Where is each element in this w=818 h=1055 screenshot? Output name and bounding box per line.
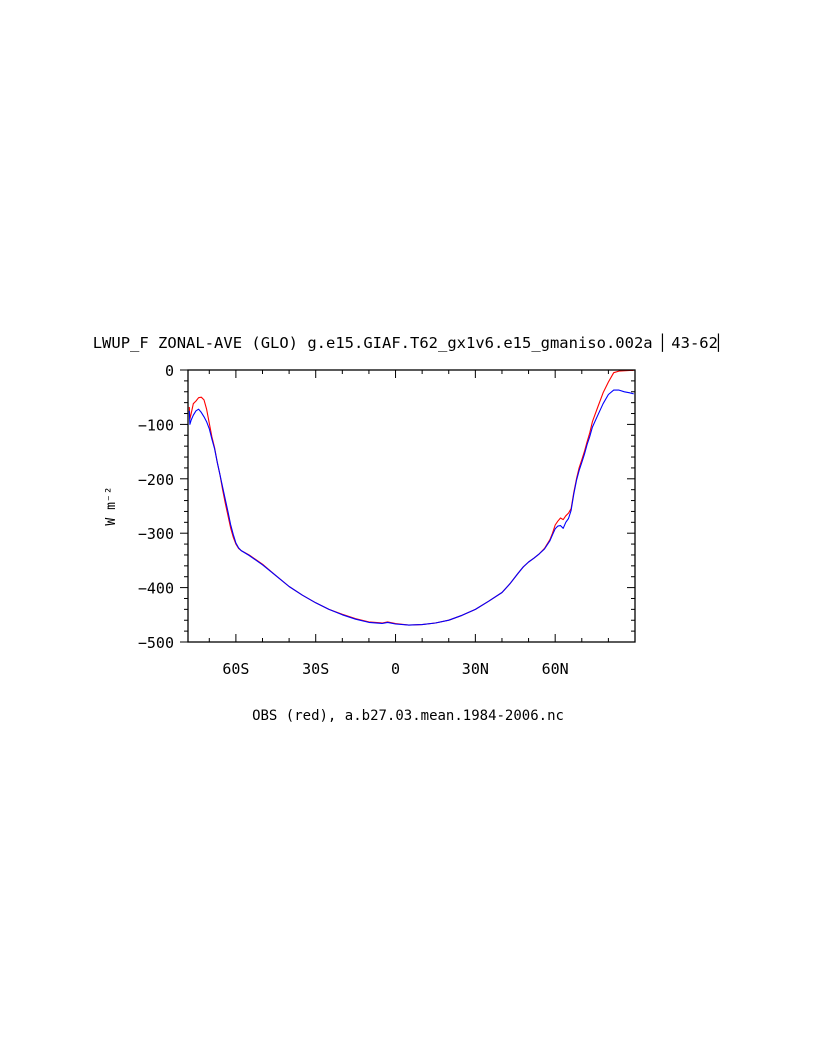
- y-tick-label: 0: [165, 362, 174, 380]
- y-tick-label: −300: [138, 525, 174, 543]
- plot-series-group: [188, 369, 634, 626]
- plot-border: [187, 369, 636, 643]
- chart-title: LWUP_F ZONAL-AVE (GLO) g.e15.GIAF.T62_gx…: [93, 333, 728, 352]
- x-tick-label: 30N: [462, 660, 489, 678]
- y-tick-label: −100: [138, 416, 174, 434]
- x-tick-label: 0: [391, 660, 400, 678]
- x-tick-label: 60S: [222, 660, 249, 678]
- series-line-2: [188, 389, 634, 626]
- x-axis-label: OBS (red), a.b27.03.mean.1984-2006.nc: [252, 708, 564, 724]
- y-tick-label: −200: [138, 471, 174, 489]
- axis-ticks: [180, 369, 635, 643]
- x-tick-label: 60N: [542, 660, 569, 678]
- y-axis-label: W m⁻²: [104, 486, 119, 525]
- y-tick-label: −500: [138, 634, 174, 652]
- plot-frame: [187, 369, 636, 643]
- axis-tick-labels: 60S 30S 0 30N 60N 0 −100 −200 −300 −400 −500: [138, 362, 569, 678]
- y-tick-label: −400: [138, 580, 174, 598]
- x-tick-label: 30S: [302, 660, 329, 678]
